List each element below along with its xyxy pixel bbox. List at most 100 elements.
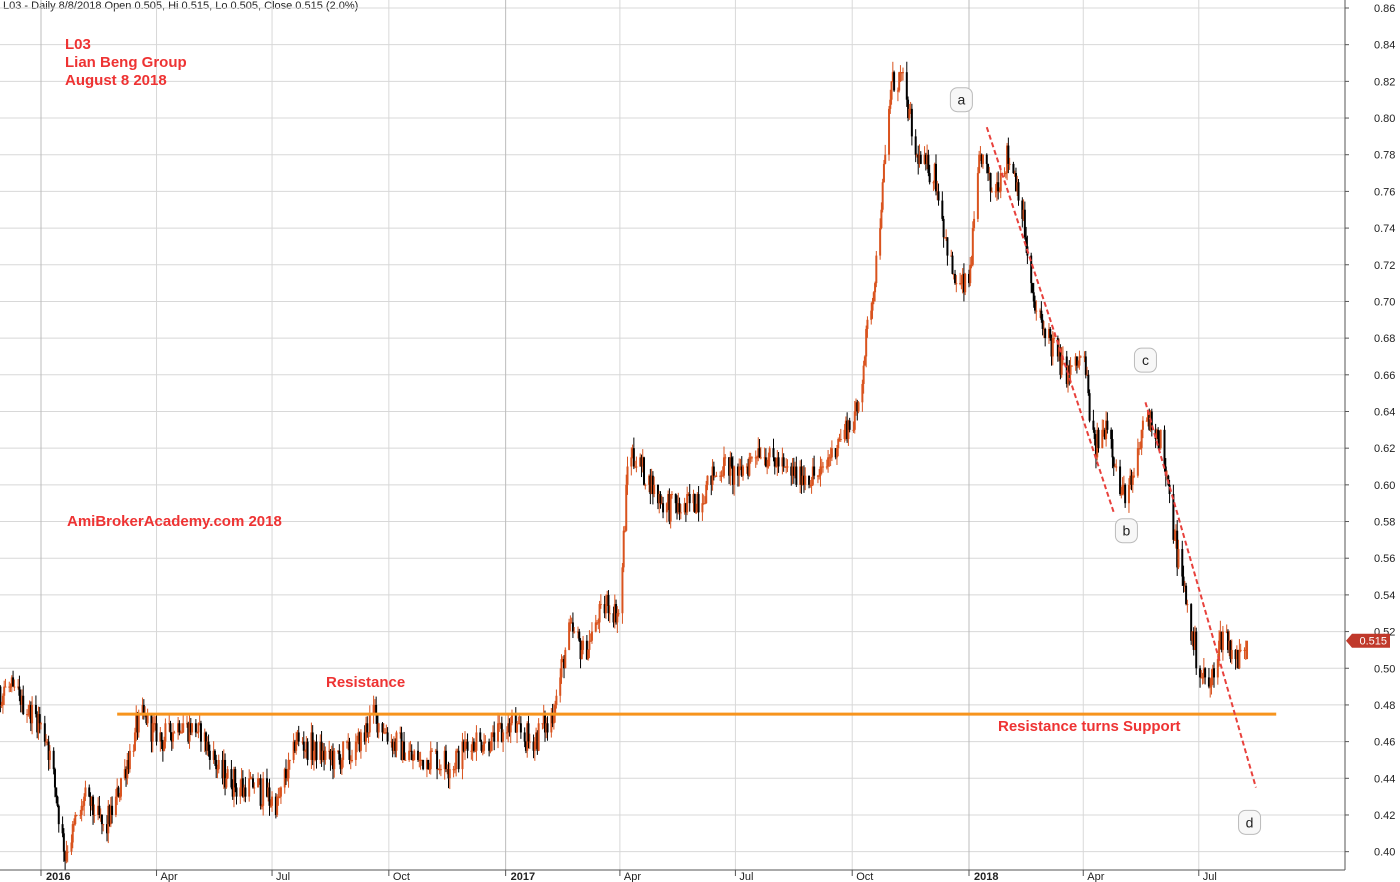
- candle-body: [27, 714, 30, 716]
- candle-body: [31, 704, 34, 724]
- candle-body: [989, 173, 992, 192]
- candle-body: [394, 741, 397, 751]
- candle-body: [484, 741, 487, 743]
- candle-body: [701, 503, 704, 513]
- candle-body: [1129, 475, 1132, 485]
- candle-body: [400, 732, 403, 760]
- candle-body: [19, 695, 22, 705]
- candle-body: [1065, 356, 1068, 384]
- candle-body: [908, 108, 911, 119]
- candle-body: [385, 732, 388, 734]
- candle-body: [1068, 365, 1071, 375]
- candle-body: [775, 466, 778, 468]
- candle-body: [665, 503, 668, 513]
- candle-body: [71, 824, 74, 843]
- candle-body: [231, 787, 234, 797]
- candle-body: [206, 741, 209, 751]
- candle-body: [962, 273, 965, 293]
- candle-body: [630, 457, 633, 467]
- candle-body: [1207, 677, 1210, 687]
- candle-body: [772, 448, 775, 458]
- candle-body: [474, 750, 477, 752]
- candle-body: [843, 429, 846, 439]
- candle-body: [932, 182, 935, 184]
- candle-body: [170, 732, 173, 742]
- candle-body: [118, 796, 121, 798]
- candle-body: [526, 723, 529, 751]
- candle-body: [40, 723, 42, 725]
- candle-body: [10, 677, 13, 687]
- candle-body: [1059, 347, 1062, 375]
- candle-body: [656, 484, 659, 504]
- candle-body: [667, 494, 670, 504]
- overlays: a b c d: [117, 87, 1277, 835]
- y-tick-label: 0.78: [1374, 150, 1395, 162]
- candle-body: [800, 466, 803, 485]
- candle-body: [1228, 640, 1231, 650]
- candle-body: [535, 732, 538, 742]
- candle-body: [1008, 163, 1011, 165]
- candle-body: [481, 750, 484, 752]
- candle-body: [177, 723, 180, 733]
- candle-body: [1186, 604, 1189, 606]
- candle-body: [471, 741, 474, 751]
- candle-body: [364, 723, 367, 742]
- candle-body: [368, 714, 371, 733]
- candle-body: [736, 466, 739, 476]
- candle-body: [1040, 310, 1043, 320]
- candle-body: [693, 494, 696, 513]
- candle-body: [92, 796, 95, 815]
- candle-body: [191, 723, 194, 733]
- candle-body: [1023, 209, 1026, 238]
- candle-body: [813, 466, 816, 476]
- candle-body: [1060, 356, 1063, 375]
- candle-body: [1102, 429, 1105, 431]
- candle-body: [188, 723, 191, 742]
- candle-body: [1202, 668, 1205, 678]
- candle-body: [976, 173, 979, 219]
- candle-body: [311, 732, 314, 760]
- candle-body: [863, 356, 866, 366]
- candle-body: [1146, 411, 1149, 421]
- candle-body: [816, 475, 819, 477]
- candle-body: [465, 741, 468, 743]
- candle-body: [928, 173, 931, 183]
- candle-body: [155, 723, 158, 742]
- candle-body: [695, 512, 698, 514]
- candle-body: [596, 622, 599, 624]
- candle-body: [839, 439, 842, 440]
- candle-body: [1216, 659, 1219, 678]
- candle-body: [1053, 338, 1056, 340]
- candle-body: [880, 209, 883, 229]
- candle-body: [376, 714, 379, 733]
- candle-body: [348, 741, 351, 760]
- candle-body: [994, 191, 997, 193]
- candle-body: [26, 714, 29, 716]
- candle-body: [1164, 466, 1167, 476]
- candle-body: [483, 741, 486, 751]
- candle-body: [950, 255, 953, 257]
- candle-body: [946, 237, 949, 256]
- candle-body: [154, 723, 157, 725]
- candle-body: [253, 787, 256, 789]
- candle-body: [217, 759, 220, 770]
- candle-body: [644, 484, 647, 486]
- candle-body: [448, 769, 451, 779]
- candle-body: [871, 301, 874, 311]
- candle-body: [959, 283, 962, 285]
- candle-body: [785, 466, 788, 468]
- candle-body: [505, 732, 508, 734]
- wave-label-c: c: [1142, 352, 1149, 368]
- candle-body: [384, 732, 387, 734]
- candle-body: [372, 704, 375, 715]
- last-price-tag: [1346, 633, 1390, 648]
- candle-body: [679, 512, 682, 514]
- trendline: [1144, 402, 1257, 788]
- candle-body: [1051, 338, 1054, 357]
- candle-body: [249, 778, 252, 780]
- candle-body: [437, 769, 440, 771]
- candle-body: [73, 824, 76, 826]
- candle-body: [960, 283, 963, 285]
- candle-body: [55, 787, 58, 797]
- candle-body: [8, 686, 11, 688]
